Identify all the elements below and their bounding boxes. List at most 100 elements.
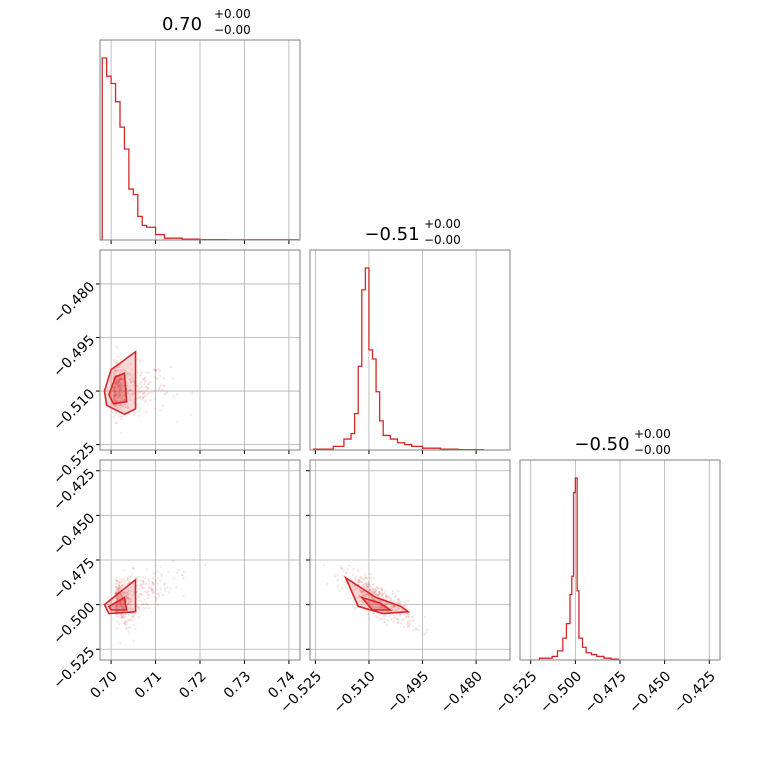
- scatter-point: [125, 620, 129, 624]
- scatter-point: [414, 628, 418, 631]
- scatter-point: [365, 586, 369, 589]
- scatter-point: [114, 606, 117, 609]
- scatter-point: [143, 376, 147, 379]
- y-tick-label: −0.495: [50, 332, 98, 380]
- scatter-point: [122, 394, 125, 398]
- scatter-point: [368, 588, 372, 592]
- scatter-point: [137, 414, 141, 418]
- scatter-point: [385, 593, 388, 596]
- scatter-point: [116, 620, 119, 624]
- param-title-2: −0.50: [574, 434, 629, 455]
- scatter-point: [379, 586, 383, 590]
- scatter-point: [132, 392, 135, 395]
- scatter-point: [121, 584, 124, 587]
- scatter-point: [132, 615, 135, 619]
- scatter-point: [152, 591, 156, 594]
- scatter-point: [130, 392, 134, 396]
- scatter-point: [122, 606, 125, 609]
- scatter-point: [116, 368, 120, 372]
- scatter-point: [129, 618, 132, 621]
- scatter-point: [390, 603, 393, 607]
- scatter-point: [156, 570, 160, 573]
- scatter-point: [137, 605, 140, 609]
- scatter-point: [138, 592, 141, 596]
- scatter-point: [357, 569, 360, 572]
- scatter-point: [127, 630, 131, 633]
- scatter-point: [372, 597, 376, 601]
- scatter-point: [400, 609, 404, 612]
- scatter-point: [112, 359, 115, 362]
- scatter-point: [158, 369, 162, 373]
- scatter-point: [126, 590, 129, 594]
- scatter-point: [372, 591, 376, 594]
- scatter-point: [141, 396, 145, 400]
- scatter-point: [144, 410, 148, 414]
- scatter-point: [113, 386, 116, 389]
- scatter-point: [143, 391, 146, 394]
- scatter-point: [115, 370, 118, 373]
- scatter-point: [118, 380, 121, 384]
- scatter-point: [124, 403, 127, 406]
- scatter-point: [120, 594, 123, 597]
- scatter-point: [159, 384, 162, 387]
- scatter-point: [397, 599, 400, 602]
- scatter-point: [397, 598, 400, 602]
- scatter-point: [359, 589, 363, 592]
- scatter-point: [158, 386, 161, 389]
- scatter-point: [365, 582, 368, 585]
- scatter-point: [345, 571, 348, 574]
- scatter-point: [118, 584, 121, 588]
- scatter-point: [126, 405, 129, 408]
- scatter-point: [162, 377, 165, 380]
- scatter-point: [127, 597, 131, 600]
- scatter-point: [121, 591, 125, 594]
- scatter-point: [351, 567, 355, 571]
- scatter-point: [369, 596, 372, 599]
- scatter-point: [372, 589, 375, 592]
- scatter-point: [128, 394, 132, 398]
- scatter-point: [389, 599, 392, 603]
- scatter-point: [121, 614, 124, 617]
- scatter-point: [181, 574, 184, 577]
- contour-outer: [103, 350, 137, 416]
- scatter-point: [385, 623, 389, 626]
- scatter-point: [164, 589, 167, 593]
- scatter-point: [143, 382, 146, 386]
- scatter-point: [118, 379, 121, 382]
- scatter-point: [364, 593, 367, 596]
- scatter-point: [175, 586, 178, 589]
- scatter-point: [126, 579, 129, 582]
- scatter-point: [380, 605, 383, 609]
- scatter-point: [398, 606, 401, 610]
- scatter-point: [136, 576, 139, 579]
- scatter-point: [120, 398, 123, 402]
- scatter-point: [121, 584, 124, 588]
- scatter-point: [156, 592, 159, 596]
- scatter-point: [121, 603, 125, 607]
- scatter-point: [204, 563, 207, 567]
- scatter-point: [380, 593, 384, 597]
- scatter-point: [118, 594, 122, 597]
- scatter-point: [176, 571, 179, 574]
- scatter-point: [417, 628, 420, 632]
- scatter-point: [113, 388, 116, 391]
- scatter-point: [129, 603, 132, 607]
- scatter-point: [127, 407, 130, 410]
- scatter-point: [118, 597, 121, 600]
- scatter-point: [131, 619, 135, 622]
- scatter-point: [154, 564, 157, 568]
- scatter-point: [397, 602, 400, 605]
- scatter-point: [122, 603, 126, 606]
- scatter-point: [124, 613, 128, 616]
- scatter-point: [114, 384, 117, 388]
- scatter-point: [369, 576, 372, 580]
- scatter-point: [146, 596, 150, 599]
- scatter-point: [163, 393, 166, 396]
- scatter-point: [365, 585, 369, 588]
- scatter-point: [119, 602, 122, 605]
- scatter-point: [368, 584, 371, 588]
- y-tick-label: −0.450: [50, 510, 98, 558]
- scatter-point: [146, 392, 149, 396]
- scatter-point: [121, 386, 124, 390]
- scatter-point: [129, 384, 132, 388]
